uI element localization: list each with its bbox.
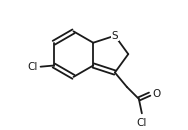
Text: S: S bbox=[111, 31, 118, 41]
Text: Cl: Cl bbox=[28, 62, 38, 72]
Text: O: O bbox=[153, 89, 161, 99]
Text: Cl: Cl bbox=[137, 118, 147, 128]
